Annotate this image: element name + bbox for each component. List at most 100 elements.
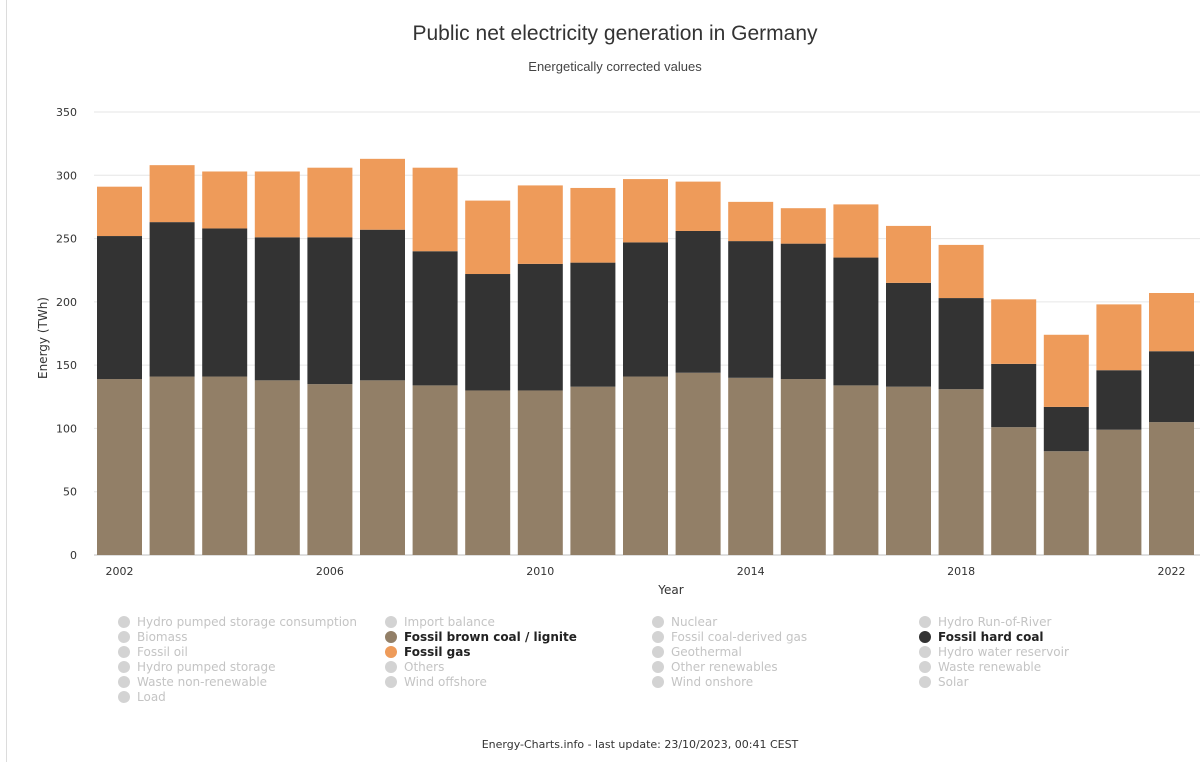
bar-segment[interactable] [1149, 292, 1194, 352]
bar-segment[interactable] [465, 274, 511, 391]
x-tick-label: 2010 [526, 565, 554, 578]
bar-segment[interactable] [570, 187, 616, 263]
bar-segment[interactable] [149, 165, 195, 223]
bar-segment[interactable] [307, 384, 353, 555]
bar-segment[interactable] [833, 385, 879, 555]
legend-marker-icon [118, 645, 130, 658]
bar-segment[interactable] [675, 372, 721, 555]
bar-segment[interactable] [202, 171, 248, 229]
bar-segment[interactable] [675, 230, 721, 373]
legend-marker-icon [652, 645, 664, 658]
bar-segment[interactable] [728, 377, 774, 555]
legend-item[interactable]: Hydro Run-of-River [919, 614, 1186, 629]
legend-item[interactable]: Hydro pumped storage consumption [118, 614, 385, 629]
bar-segment[interactable] [780, 379, 826, 555]
bar-segment[interactable] [1149, 351, 1194, 423]
bar-segment[interactable] [412, 385, 458, 555]
bar-segment[interactable] [517, 263, 563, 391]
legend-label: Hydro pumped storage consumption [137, 614, 358, 629]
bar-segment[interactable] [1043, 406, 1089, 452]
bar-segment[interactable] [991, 363, 1037, 428]
bar-segment[interactable] [623, 179, 668, 243]
x-tick-label: 2002 [106, 565, 134, 578]
bar-segment[interactable] [991, 299, 1037, 364]
bar-segment[interactable] [728, 241, 774, 378]
legend-item[interactable]: Geothermal [652, 644, 919, 659]
legend-item[interactable]: Hydro pumped storage [118, 659, 385, 674]
bar-segment[interactable] [833, 204, 879, 258]
legend-label: Hydro Run-of-River [938, 614, 1052, 629]
legend-item[interactable]: Nuclear [652, 614, 919, 629]
bar-segment[interactable] [1149, 422, 1194, 555]
legend-marker-icon [385, 630, 397, 643]
legend-marker-icon [919, 675, 931, 688]
legend-item[interactable]: Biomass [118, 629, 385, 644]
legend-item[interactable]: Wind onshore [652, 674, 919, 689]
legend-item[interactable]: Import balance [385, 614, 652, 629]
bar-segment[interactable] [465, 200, 511, 275]
legend-item[interactable]: Others [385, 659, 652, 674]
bar-segment[interactable] [886, 225, 931, 283]
bar-segment[interactable] [833, 257, 879, 386]
bar-segment[interactable] [938, 298, 984, 390]
legend-item[interactable]: Fossil brown coal / lignite [385, 629, 652, 644]
y-tick-label: 250 [56, 233, 77, 246]
bar-segment[interactable] [360, 229, 405, 381]
y-tick-label: 100 [56, 422, 77, 435]
bar-segment[interactable] [780, 208, 826, 244]
bar-segment[interactable] [149, 376, 195, 555]
legend-item[interactable]: Fossil hard coal [919, 629, 1186, 644]
bar-segment[interactable] [360, 380, 405, 555]
bar-segment[interactable] [149, 222, 195, 377]
bar-segment[interactable] [938, 244, 984, 299]
legend-label: Biomass [137, 629, 188, 644]
legend-item[interactable]: Fossil gas [385, 644, 652, 659]
bar-segment[interactable] [202, 376, 248, 555]
legend-label: Fossil coal-derived gas [671, 629, 808, 644]
bar-segment[interactable] [886, 282, 931, 387]
bar-segment[interactable] [1096, 429, 1142, 555]
bar-segment[interactable] [623, 376, 668, 555]
bar-segment[interactable] [1043, 451, 1089, 555]
bar-segment[interactable] [202, 228, 248, 377]
legend-item[interactable]: Fossil oil [118, 644, 385, 659]
legend-item[interactable]: Hydro water reservoir [919, 644, 1186, 659]
bar-segment[interactable] [728, 201, 774, 242]
legend-item[interactable]: Waste non-renewable [118, 674, 385, 689]
legend-marker-icon [118, 690, 130, 703]
bar-segment[interactable] [307, 237, 353, 385]
bar-segment[interactable] [360, 158, 405, 230]
bar-segment[interactable] [517, 185, 563, 264]
bar-segment[interactable] [97, 236, 142, 380]
bar-segment[interactable] [1096, 304, 1142, 371]
legend-item[interactable]: Other renewables [652, 659, 919, 674]
bar-segment[interactable] [570, 386, 616, 555]
bar-segment[interactable] [780, 243, 826, 380]
bar-segment[interactable] [623, 242, 668, 377]
legend-item[interactable]: Wind offshore [385, 674, 652, 689]
chart-title: Public net electricity generation in Ger… [412, 22, 818, 45]
bar-segment[interactable] [570, 262, 616, 387]
legend-label: Fossil oil [137, 644, 188, 659]
bar-segment[interactable] [465, 390, 511, 555]
legend-label: Waste renewable [938, 659, 1042, 674]
bar-segment[interactable] [254, 380, 300, 555]
bar-segment[interactable] [97, 379, 142, 555]
bar-segment[interactable] [991, 427, 1037, 555]
bar-segment[interactable] [1043, 334, 1089, 407]
bar-segment[interactable] [886, 386, 931, 555]
bar-segment[interactable] [254, 171, 300, 238]
bar-segment[interactable] [938, 389, 984, 555]
bar-segment[interactable] [254, 237, 300, 381]
legend-item[interactable]: Waste renewable [919, 659, 1186, 674]
bar-segment[interactable] [97, 186, 142, 237]
bar-segment[interactable] [675, 181, 721, 231]
legend-item[interactable]: Solar [919, 674, 1186, 689]
bar-segment[interactable] [517, 390, 563, 555]
legend-item[interactable]: Load [118, 689, 385, 704]
bar-segment[interactable] [412, 251, 458, 386]
legend-item[interactable]: Fossil coal-derived gas [652, 629, 919, 644]
bar-segment[interactable] [1096, 370, 1142, 430]
bar-segment[interactable] [307, 167, 353, 238]
bar-segment[interactable] [412, 167, 458, 252]
